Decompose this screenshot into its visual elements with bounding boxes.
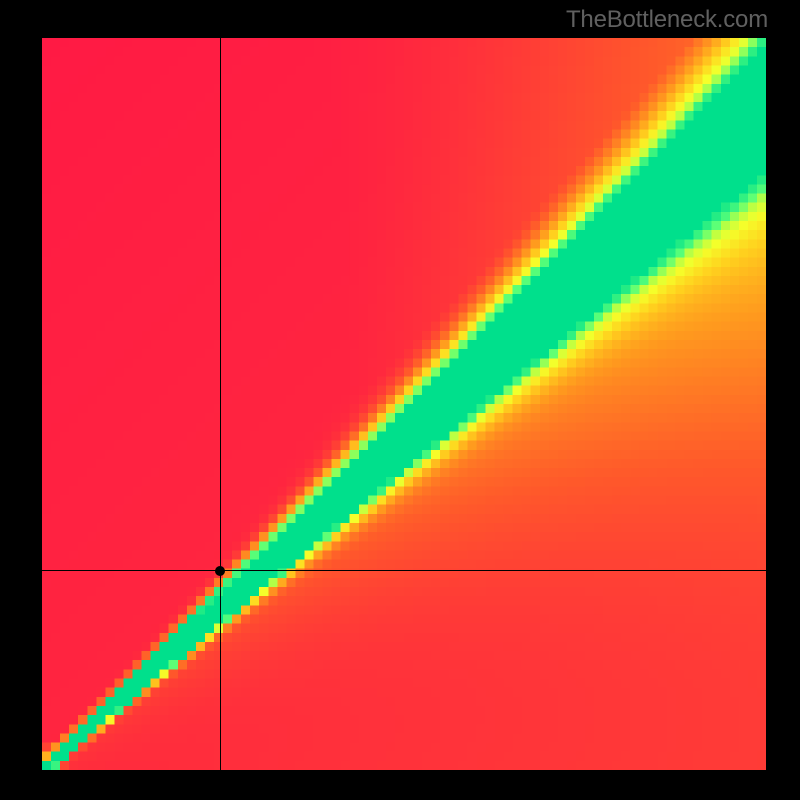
heatmap-canvas — [42, 38, 766, 770]
watermark-text: TheBottleneck.com — [566, 6, 768, 34]
crosshair-marker — [215, 566, 225, 576]
crosshair-vertical — [220, 38, 221, 770]
crosshair-horizontal — [42, 570, 766, 571]
